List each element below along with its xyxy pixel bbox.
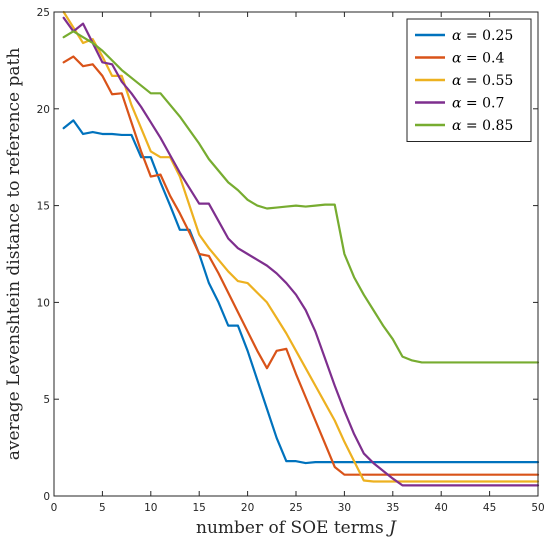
x-tick-label: 5	[99, 502, 106, 514]
y-tick-label: 25	[37, 7, 50, 19]
legend-label-1: α = 0.25	[452, 28, 513, 44]
x-tick-label: 15	[193, 502, 206, 514]
legend-label-4: α = 0.7	[452, 96, 504, 112]
series-line-3	[62, 10, 540, 483]
ticks: 0 5 10 15 20 25 30 35 40 45 50 0 5 10 15 20 25	[37, 7, 545, 514]
x-axis-label: number of SOE terms J	[196, 518, 397, 538]
x-tick-label: 10	[144, 502, 157, 514]
y-tick-label: 0	[43, 491, 50, 503]
legend-label-5: α = 0.85	[452, 118, 513, 134]
x-tick-label: 40	[435, 502, 448, 514]
y-tick-label: 5	[43, 394, 50, 406]
x-tick-label: 0	[51, 502, 58, 514]
legend: α = 0.25 α = 0.4 α = 0.55 α = 0.7 α = 0.85	[406, 18, 532, 142]
legend-label-3: α = 0.55	[452, 73, 513, 89]
y-tick-label: 15	[37, 201, 50, 213]
x-tick-label: 25	[289, 502, 302, 514]
series-line-2	[62, 55, 540, 476]
x-tick-label: 45	[483, 502, 496, 514]
y-tick-label: 20	[37, 104, 50, 116]
series-line-5	[62, 30, 540, 364]
x-tick-label: 30	[338, 502, 351, 514]
x-tick-label: 20	[241, 502, 254, 514]
x-tick-label: 35	[386, 502, 399, 514]
axis-labels: number of SOE terms J average Levenshtein…	[4, 48, 397, 538]
series-line-4	[62, 16, 540, 487]
y-tick-label: 10	[37, 297, 50, 309]
x-tick-label: 50	[531, 502, 544, 514]
y-axis-label: average Levenshtein distance to referenc…	[4, 48, 24, 461]
legend-label-2: α = 0.4	[452, 51, 504, 67]
series-layer	[62, 10, 540, 487]
